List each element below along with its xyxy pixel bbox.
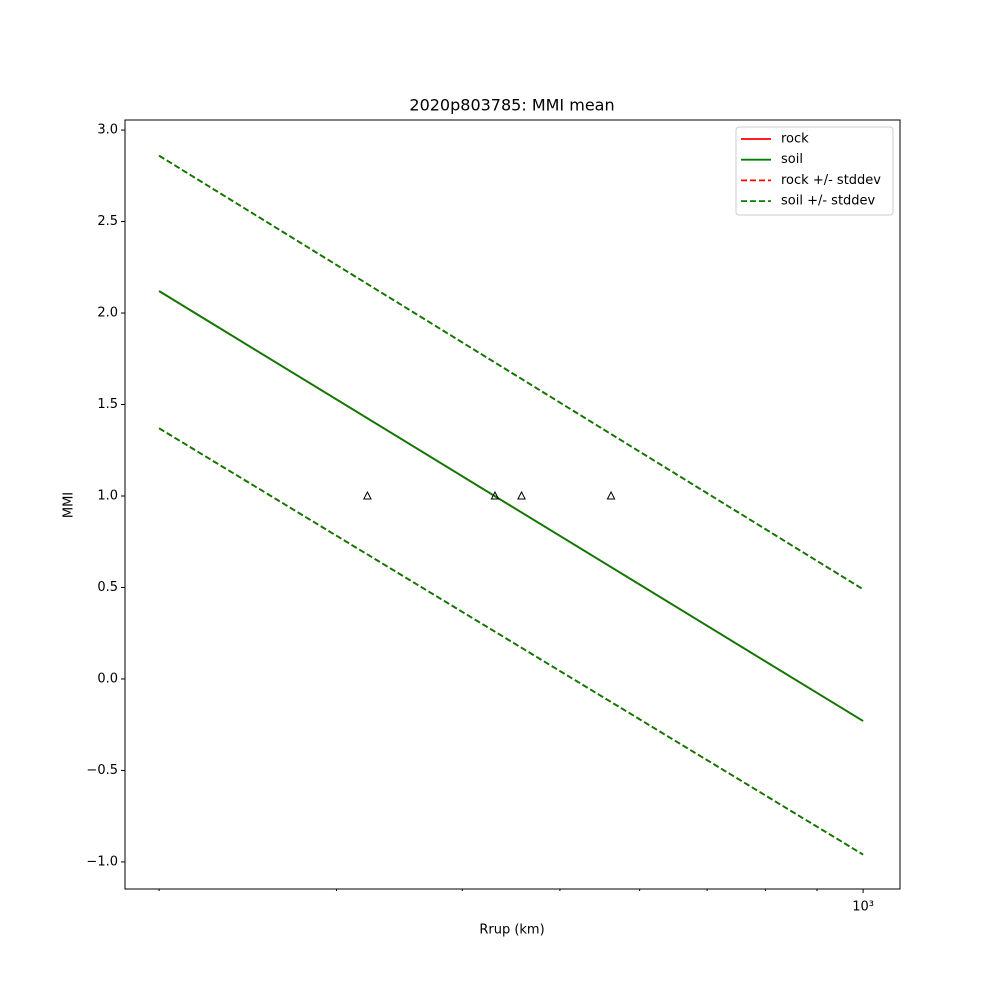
legend-label: soil +/- stddev	[781, 194, 876, 209]
series-line	[158, 427, 864, 856]
y-tick-label: −0.5	[86, 763, 118, 778]
x-tick-label: 10³	[852, 900, 874, 915]
series-line	[158, 427, 864, 856]
station-marker	[362, 490, 372, 500]
y-tick-label: 2.5	[97, 214, 118, 229]
series-line	[158, 290, 864, 722]
chart-title: 2020p803785: MMI mean	[409, 96, 614, 115]
legend-label: soil	[781, 152, 803, 167]
x-axis-label: Rrup (km)	[479, 923, 544, 938]
station-marker	[606, 490, 616, 500]
legend-box	[735, 126, 894, 216]
station-marker	[517, 490, 526, 500]
station-marker	[490, 490, 500, 500]
plot-frame	[124, 119, 901, 890]
y-tick-label: 0.5	[97, 580, 118, 595]
y-tick-label: 1.5	[97, 397, 118, 412]
y-tick-label: 0.0	[97, 671, 118, 686]
y-tick-label: 2.0	[97, 306, 118, 321]
series-line	[158, 154, 864, 591]
y-axis-label: MMI	[62, 492, 77, 518]
y-tick-label: −1.0	[86, 854, 118, 869]
y-tick-label: 1.0	[97, 488, 118, 503]
y-tick-label: 3.0	[97, 123, 118, 138]
legend-label: rock	[781, 132, 809, 147]
legend-label: rock +/- stddev	[781, 173, 881, 188]
